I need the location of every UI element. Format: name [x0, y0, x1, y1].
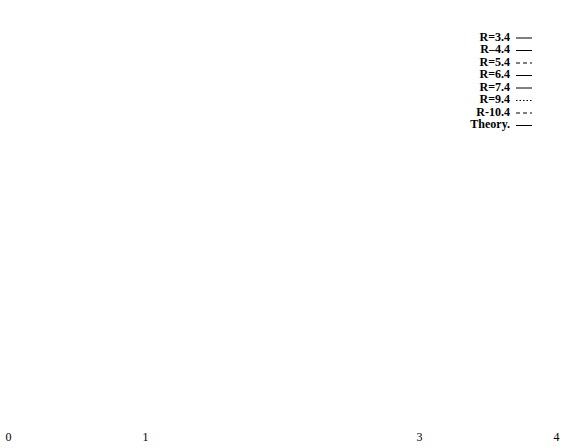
svg-text:R=9.4: R=9.4	[479, 92, 510, 107]
svg-text:Theory.: Theory.	[470, 117, 510, 131]
svg-text:R-10.4: R-10.4	[476, 104, 510, 119]
svg-text:R=6.4: R=6.4	[479, 67, 510, 82]
svg-text:0: 0	[6, 430, 12, 444]
svg-text:R=7.4: R=7.4	[479, 79, 510, 94]
svg-text:3: 3	[417, 430, 423, 444]
svg-text:1: 1	[143, 430, 149, 444]
svg-text:R=5.4: R=5.4	[479, 54, 510, 69]
svg-text:R–4.4: R–4.4	[480, 42, 510, 57]
svg-text:4: 4	[554, 430, 560, 444]
